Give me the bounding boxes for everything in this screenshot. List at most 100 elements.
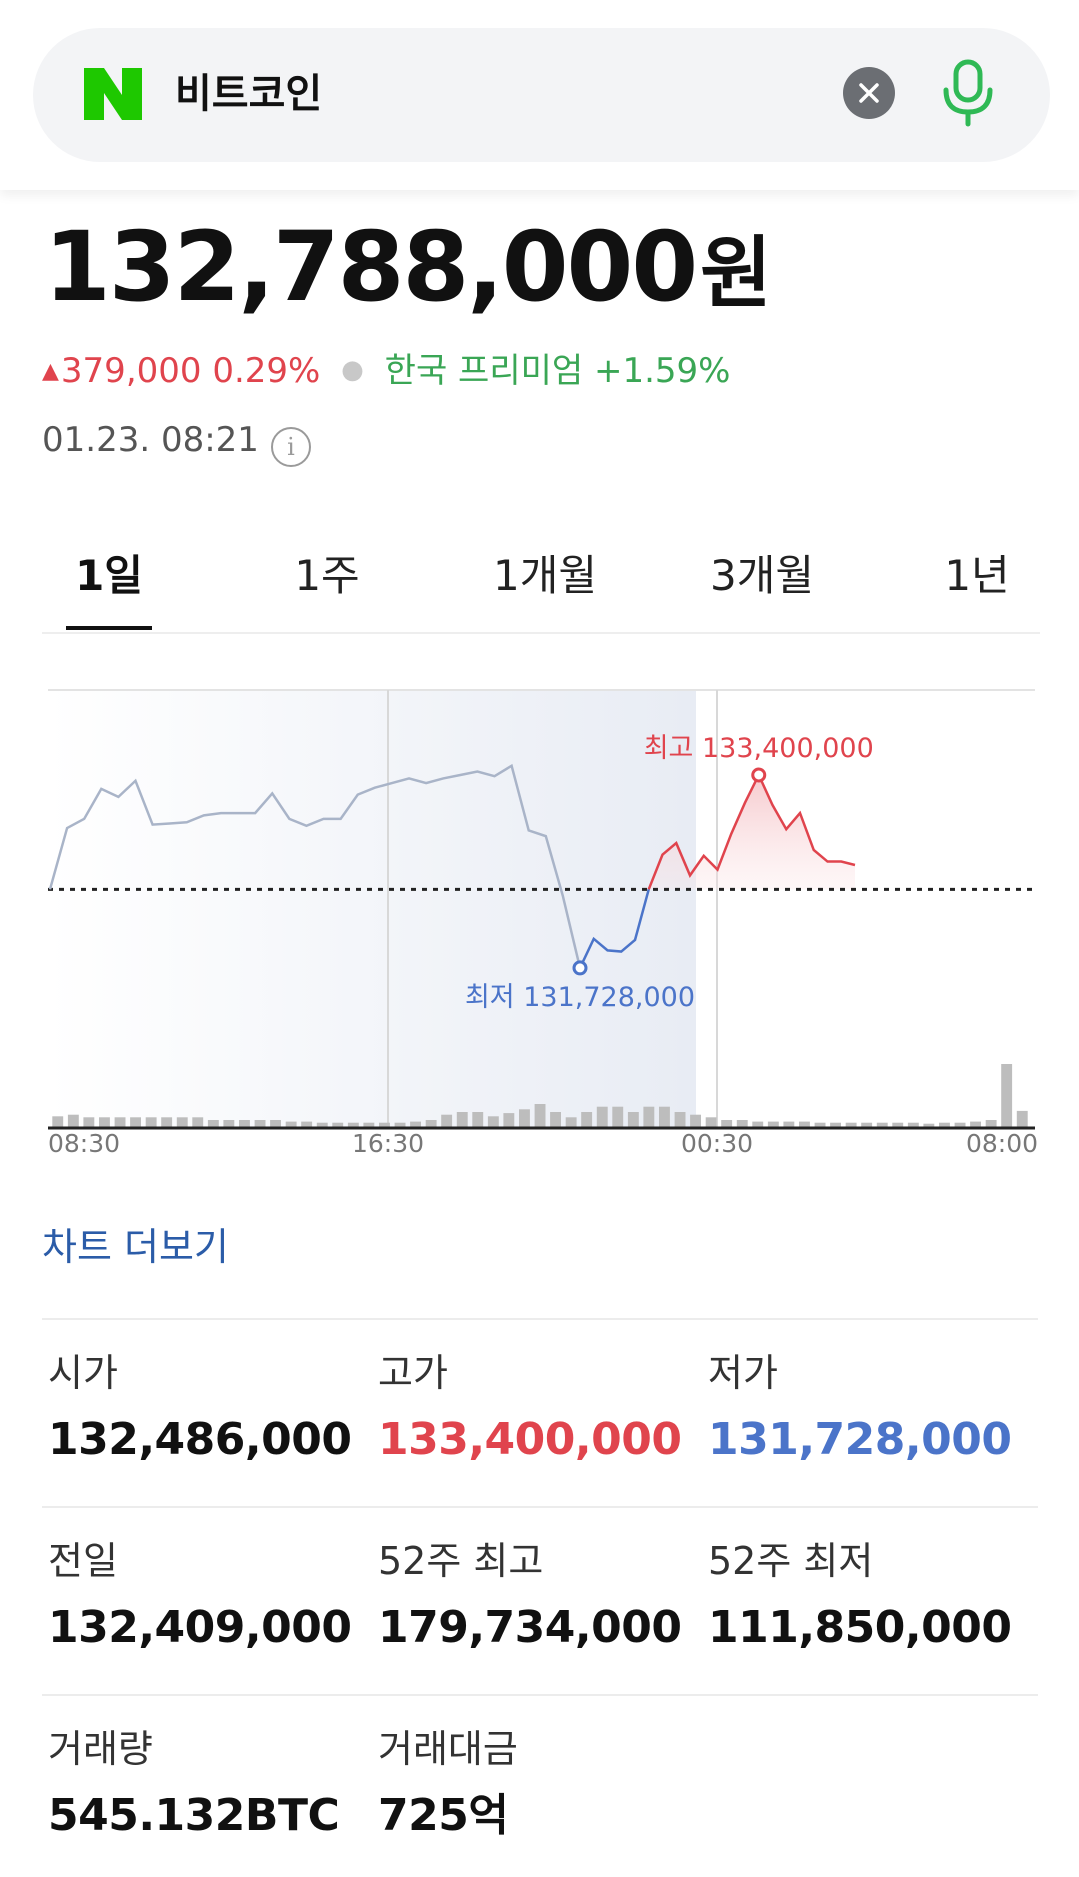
volume-bar: [161, 1117, 173, 1128]
low-marker: [572, 960, 588, 976]
stat-high-value: 133,400,000: [378, 1414, 682, 1465]
volume-bar: [876, 1122, 888, 1128]
stat-52w-high-label: 52주 최고: [378, 1539, 544, 1583]
price-change-row: ▲379,000 0.29% ● 한국 프리미엄 +1.59%: [42, 348, 730, 394]
volume-bar: [207, 1120, 219, 1128]
tab-1year[interactable]: 1년: [944, 551, 1010, 600]
more-chart-link[interactable]: 차트 더보기: [42, 1225, 229, 1269]
volume-bar: [379, 1122, 390, 1128]
stat-trade-value-label: 거래대금: [378, 1727, 518, 1771]
stat-open-value: 132,486,000: [48, 1414, 352, 1465]
volume-bar: [347, 1122, 359, 1128]
x-tick-0830: 08:30: [48, 1129, 120, 1158]
volume-bar: [1016, 1110, 1028, 1128]
timestamp-text: 01.23. 08:21: [42, 420, 259, 460]
volume-bar: [130, 1117, 141, 1128]
volume-bar: [830, 1122, 841, 1128]
volume-bar: [954, 1122, 966, 1128]
previous-session-line: [48, 763, 582, 969]
volume-bar: [907, 1122, 919, 1128]
tab-1day[interactable]: 1일: [75, 551, 143, 600]
volume-bar: [565, 1117, 577, 1128]
stat-52w-low-value: 111,850,000: [708, 1602, 1012, 1653]
price-chart[interactable]: 최고 133,400,000 최저 131,728,000 08:30 16:3…: [40, 680, 1040, 1160]
stat-trade-value-value: 725억: [378, 1790, 509, 1841]
volume-bar: [612, 1106, 624, 1128]
volume-bar: [254, 1120, 266, 1128]
current-price: 132,788,000원: [44, 211, 772, 329]
volume-bar: [752, 1121, 764, 1128]
low-annotation-value: 131,728,000: [523, 982, 695, 1013]
stat-prev-close-label: 전일: [48, 1539, 118, 1583]
volume-bar: [690, 1114, 701, 1128]
stats-divider-1: [42, 1506, 1038, 1508]
microphone-icon[interactable]: [938, 58, 998, 128]
stat-52w-high: 52주 최고 179,734,000: [378, 1536, 682, 1656]
volume-bar: [892, 1122, 904, 1128]
stat-high: 고가 133,400,000: [378, 1348, 682, 1468]
tab-3months[interactable]: 3개월: [709, 551, 814, 600]
period-tabs: 1일 1주 1개월 3개월 1년: [42, 540, 1040, 634]
low-annotation-label: 최저: [465, 982, 515, 1013]
volume-bar: [487, 1116, 499, 1128]
volume-bar: [799, 1121, 810, 1128]
volume-bar: [52, 1116, 64, 1128]
volume-bar: [456, 1112, 468, 1128]
volume-bar: [674, 1112, 686, 1128]
stat-52w-high-value: 179,734,000: [378, 1602, 682, 1653]
volume-bar: [114, 1117, 126, 1128]
volume-bar: [783, 1121, 795, 1128]
korea-premium-label: 한국 프리미엄: [384, 351, 584, 391]
search-query[interactable]: 비트코인: [175, 71, 323, 117]
volume-bar: [923, 1123, 935, 1128]
price-value: 132,788,000: [44, 211, 698, 323]
stat-volume: 거래량 545.132BTC: [48, 1724, 340, 1844]
tab-1month[interactable]: 1개월: [492, 551, 597, 600]
change-amount: 379,000: [60, 351, 202, 391]
current-session-down-line: [578, 889, 650, 969]
change-percent: 0.29%: [212, 351, 321, 391]
volume-bar: [83, 1117, 95, 1128]
high-annotation: 최고 133,400,000: [644, 733, 874, 764]
volume-bar: [176, 1117, 188, 1128]
volume-bar: [736, 1120, 748, 1128]
separator-dot: ●: [341, 355, 364, 385]
x-tick-0800: 08:00: [966, 1129, 1038, 1158]
clear-search-button[interactable]: [843, 67, 895, 119]
volume-bar: [503, 1113, 515, 1128]
volume-bar: [814, 1122, 826, 1128]
naver-logo-icon[interactable]: [84, 68, 142, 120]
x-tick-1630: 16:30: [352, 1129, 424, 1158]
volume-bar: [845, 1122, 857, 1128]
korea-premium-value: +1.59%: [593, 351, 731, 391]
stat-high-label: 고가: [378, 1351, 448, 1395]
x-tick-0030: 00:30: [681, 1129, 753, 1158]
volume-bar: [363, 1122, 375, 1128]
volume-bar: [145, 1117, 157, 1128]
stat-low-label: 저가: [708, 1351, 778, 1395]
info-icon[interactable]: i: [270, 427, 311, 467]
search-header: 비트코인: [0, 0, 1079, 190]
volume-bar: [534, 1104, 546, 1128]
volume-bar: [67, 1114, 79, 1128]
volume-bar: [861, 1122, 873, 1128]
stat-volume-label: 거래량: [48, 1727, 153, 1771]
low-annotation: 최저 131,728,000: [465, 982, 695, 1013]
volume-bars: [52, 1064, 1028, 1128]
volume-bar: [239, 1120, 250, 1128]
volume-bar: [596, 1106, 608, 1128]
volume-bar: [627, 1112, 639, 1128]
volume-bar: [970, 1121, 981, 1128]
volume-bar: [425, 1120, 437, 1128]
stat-open-label: 시가: [48, 1351, 118, 1395]
volume-bar: [441, 1114, 453, 1128]
current-session-up-line: [647, 772, 856, 890]
volume-bar: [192, 1117, 204, 1128]
stat-open: 시가 132,486,000: [48, 1348, 352, 1468]
stat-low: 저가 131,728,000: [708, 1348, 1012, 1468]
stat-52w-low-label: 52주 최저: [708, 1539, 874, 1583]
volume-bar: [721, 1120, 733, 1128]
stat-low-value: 131,728,000: [708, 1414, 1012, 1465]
tab-1week[interactable]: 1주: [294, 551, 360, 600]
up-triangle-icon: ▲: [42, 359, 59, 384]
